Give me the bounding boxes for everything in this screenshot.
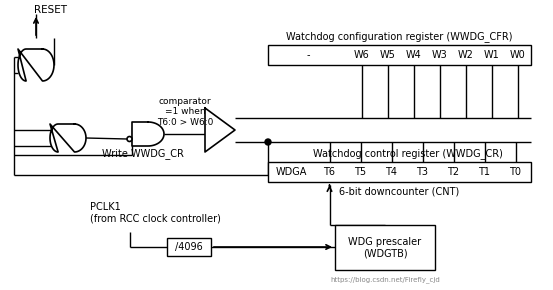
Text: T4: T4 <box>385 167 398 177</box>
Polygon shape <box>132 122 164 146</box>
Circle shape <box>127 137 132 142</box>
Bar <box>268 162 531 182</box>
Circle shape <box>265 139 271 145</box>
Bar <box>335 225 435 270</box>
Bar <box>167 238 211 256</box>
Text: WDG prescaler
(WDGTB): WDG prescaler (WDGTB) <box>348 237 421 258</box>
Text: 6-bit downcounter (CNT): 6-bit downcounter (CNT) <box>340 186 460 196</box>
Text: T3: T3 <box>416 167 429 177</box>
Text: T6: T6 <box>324 167 336 177</box>
Text: T2: T2 <box>447 167 460 177</box>
Text: Watchdog control register (WWDG_CR): Watchdog control register (WWDG_CR) <box>312 148 503 160</box>
Text: RESET: RESET <box>34 5 67 15</box>
Text: Write WWDG_CR: Write WWDG_CR <box>102 148 184 160</box>
Text: W6: W6 <box>354 50 370 60</box>
Text: /4096: /4096 <box>175 242 203 252</box>
Polygon shape <box>50 124 86 152</box>
Polygon shape <box>205 108 235 152</box>
Text: W3: W3 <box>432 50 448 60</box>
Text: T0: T0 <box>509 167 521 177</box>
Text: W2: W2 <box>458 50 474 60</box>
Polygon shape <box>18 49 54 81</box>
Text: PCLK1
(from RCC clock controller): PCLK1 (from RCC clock controller) <box>90 202 221 224</box>
Text: Watchdog configuration register (WWDG_CFR): Watchdog configuration register (WWDG_CF… <box>286 32 513 42</box>
Text: https://blog.csdn.net/Firefly_cjd: https://blog.csdn.net/Firefly_cjd <box>330 277 440 283</box>
Text: T5: T5 <box>354 167 367 177</box>
Text: W0: W0 <box>510 50 526 60</box>
Bar <box>268 45 531 65</box>
Text: W5: W5 <box>380 50 396 60</box>
Text: W4: W4 <box>406 50 422 60</box>
Text: W1: W1 <box>484 50 500 60</box>
Text: T1: T1 <box>478 167 491 177</box>
Text: comparator
=1 when
T6:0 > W6:0: comparator =1 when T6:0 > W6:0 <box>157 97 213 127</box>
Text: WDGA: WDGA <box>275 167 307 177</box>
Text: -: - <box>307 50 310 60</box>
